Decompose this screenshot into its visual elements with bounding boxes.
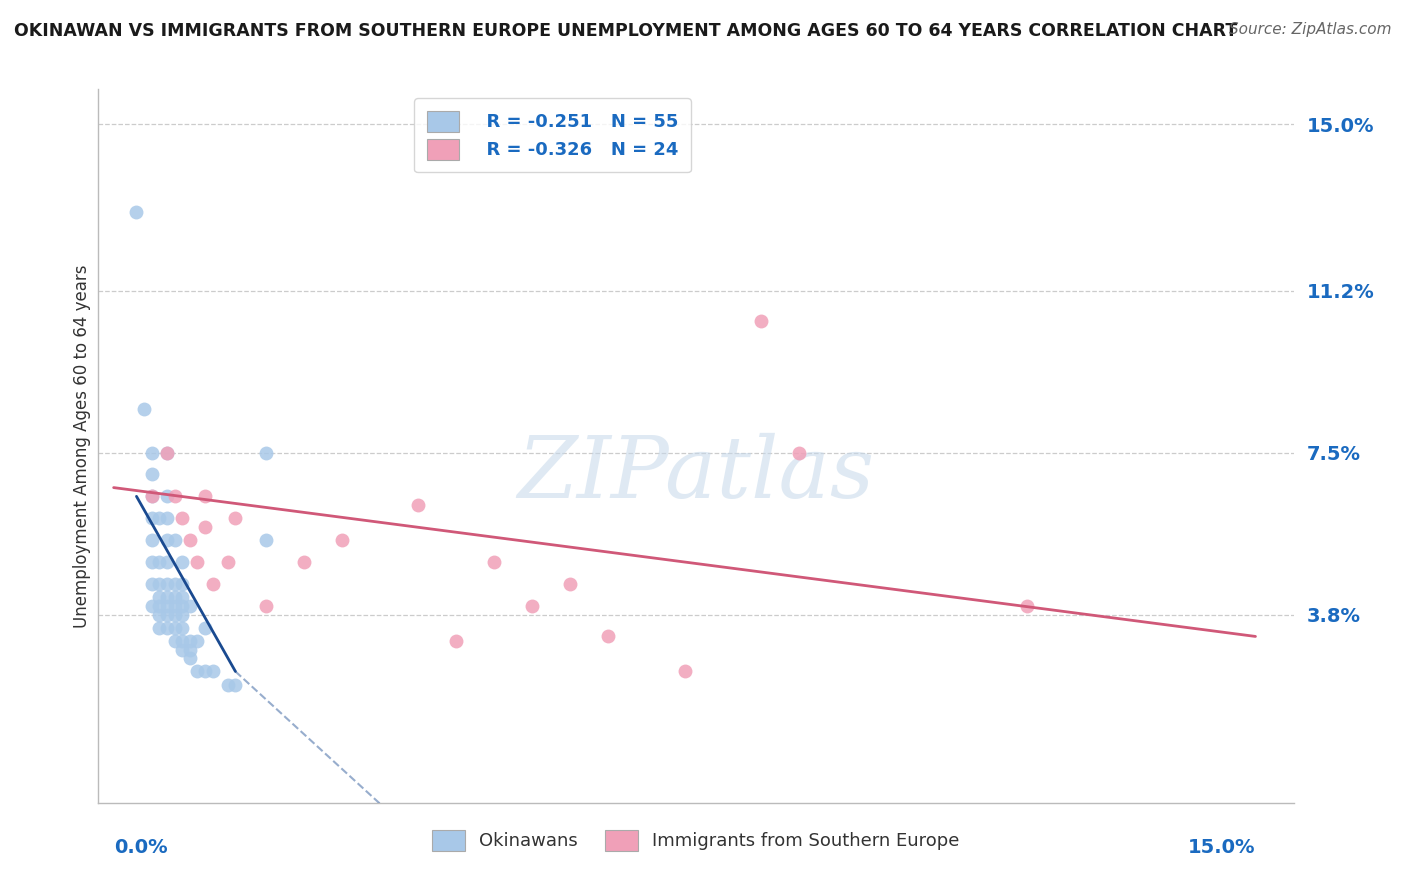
Point: [141, 489, 163, 503]
Point: [148, 511, 170, 525]
Point: [163, 533, 186, 548]
Point: [598, 629, 620, 643]
Point: [156, 599, 179, 613]
Point: [148, 607, 170, 622]
Point: [673, 665, 696, 679]
Point: [141, 489, 163, 503]
Point: [194, 665, 217, 679]
Text: 15.0%: 15.0%: [1188, 838, 1256, 857]
Point: [163, 577, 186, 591]
Point: [156, 577, 179, 591]
Point: [156, 621, 179, 635]
Point: [156, 511, 179, 525]
Point: [179, 651, 201, 665]
Point: [201, 577, 224, 591]
Legend: Okinawans, Immigrants from Southern Europe: Okinawans, Immigrants from Southern Euro…: [425, 822, 967, 858]
Point: [141, 555, 163, 569]
Point: [163, 489, 186, 503]
Text: ZIPatlas: ZIPatlas: [517, 434, 875, 516]
Point: [484, 555, 506, 569]
Point: [156, 533, 179, 548]
Point: [172, 621, 194, 635]
Point: [1017, 599, 1039, 613]
Point: [172, 590, 194, 604]
Point: [444, 633, 467, 648]
Point: [186, 555, 208, 569]
Point: [172, 599, 194, 613]
Point: [148, 577, 170, 591]
Point: [156, 590, 179, 604]
Point: [163, 599, 186, 613]
Point: [194, 520, 217, 534]
Point: [148, 599, 170, 613]
Point: [172, 511, 194, 525]
Point: [186, 665, 208, 679]
Point: [749, 314, 772, 328]
Point: [254, 533, 277, 548]
Point: [217, 555, 239, 569]
Point: [132, 401, 155, 416]
Text: 0.0%: 0.0%: [114, 838, 167, 857]
Point: [179, 533, 201, 548]
Point: [172, 555, 194, 569]
Point: [194, 621, 217, 635]
Text: Source: ZipAtlas.com: Source: ZipAtlas.com: [1229, 22, 1392, 37]
Point: [172, 607, 194, 622]
Point: [156, 445, 179, 459]
Point: [186, 633, 208, 648]
Point: [172, 633, 194, 648]
Point: [787, 445, 810, 459]
Y-axis label: Unemployment Among Ages 60 to 64 years: Unemployment Among Ages 60 to 64 years: [73, 264, 91, 628]
Point: [560, 577, 582, 591]
Point: [194, 489, 217, 503]
Point: [254, 599, 277, 613]
Point: [163, 607, 186, 622]
Point: [141, 599, 163, 613]
Text: OKINAWAN VS IMMIGRANTS FROM SOUTHERN EUROPE UNEMPLOYMENT AMONG AGES 60 TO 64 YEA: OKINAWAN VS IMMIGRANTS FROM SOUTHERN EUR…: [14, 22, 1237, 40]
Point: [179, 642, 201, 657]
Point: [330, 533, 353, 548]
Point: [148, 621, 170, 635]
Point: [254, 445, 277, 459]
Point: [141, 467, 163, 482]
Point: [148, 590, 170, 604]
Point: [141, 533, 163, 548]
Point: [522, 599, 544, 613]
Point: [163, 633, 186, 648]
Point: [224, 677, 246, 691]
Point: [156, 445, 179, 459]
Point: [217, 677, 239, 691]
Point: [156, 607, 179, 622]
Point: [156, 555, 179, 569]
Point: [141, 577, 163, 591]
Point: [156, 489, 179, 503]
Point: [179, 633, 201, 648]
Point: [163, 590, 186, 604]
Point: [224, 511, 246, 525]
Point: [141, 445, 163, 459]
Point: [172, 577, 194, 591]
Point: [163, 621, 186, 635]
Point: [148, 555, 170, 569]
Point: [141, 511, 163, 525]
Point: [179, 599, 201, 613]
Point: [292, 555, 315, 569]
Point: [406, 498, 429, 512]
Point: [125, 204, 148, 219]
Point: [172, 642, 194, 657]
Point: [201, 665, 224, 679]
